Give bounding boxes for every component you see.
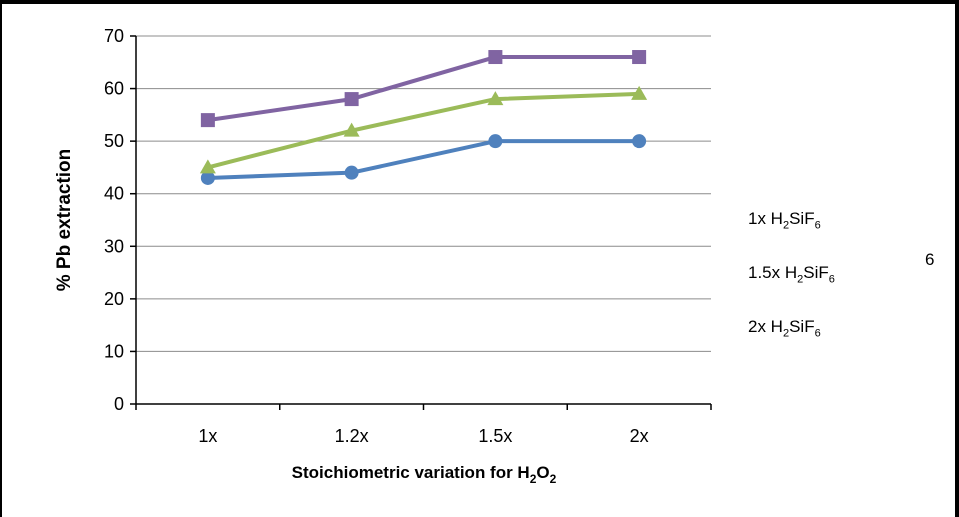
data-point [200,113,215,128]
data-point [344,165,359,180]
y-tick-label: 50 [104,131,124,151]
x-tick-labels: 1x 1.2x 1.5x 2x [198,426,648,446]
legend-entry-2x: 2x H2SiF6 [748,317,821,340]
data-point [488,134,503,149]
y-tick-labels: 0 10 20 30 40 50 60 70 [104,26,124,414]
x-tick-label: 1.2x [335,426,369,446]
y-tick-label: 0 [114,394,124,414]
data-point [199,159,216,174]
x-axis-label-mid: O [536,463,549,482]
x-tick-label: 2x [630,426,649,446]
y-axis-label: % Pb extraction [54,149,75,292]
data-point [631,85,648,100]
x-tick-label: 1.5x [478,426,512,446]
x-tick-label: 1x [198,426,217,446]
y-tick-label: 60 [104,79,124,99]
series-line [207,91,640,170]
series-1 [199,85,648,174]
data-point [488,50,503,65]
y-tick-label: 20 [104,289,124,309]
x-axis-label-base: Stoichiometric variation for H [292,463,530,482]
stray-label: 6 [925,250,935,269]
data-point [343,122,360,137]
y-tick-label: 30 [104,236,124,256]
axes [130,35,712,410]
x-axis-label: Stoichiometric variation for H2O2 [292,463,557,486]
legend-entry-1x: 1x H2SiF6 [748,209,821,232]
data-point [344,92,359,107]
legend-entry-1-5x: 1.5x H2SiF6 [748,263,835,286]
x-axis-label-sub2: 2 [550,472,557,486]
series-line [207,139,640,180]
data-point [200,170,215,185]
y-tick-label: 10 [104,341,124,361]
series-line [207,55,640,123]
data-point [632,50,647,65]
gridlines [136,35,711,352]
y-tick-label: 40 [104,184,124,204]
data-point [632,134,647,149]
series-2 [200,50,647,128]
series-group [199,50,648,185]
series-0 [200,134,647,185]
y-tick-label: 70 [104,26,124,46]
data-point [487,91,504,106]
x-axis-label-sub1: 2 [530,472,537,486]
